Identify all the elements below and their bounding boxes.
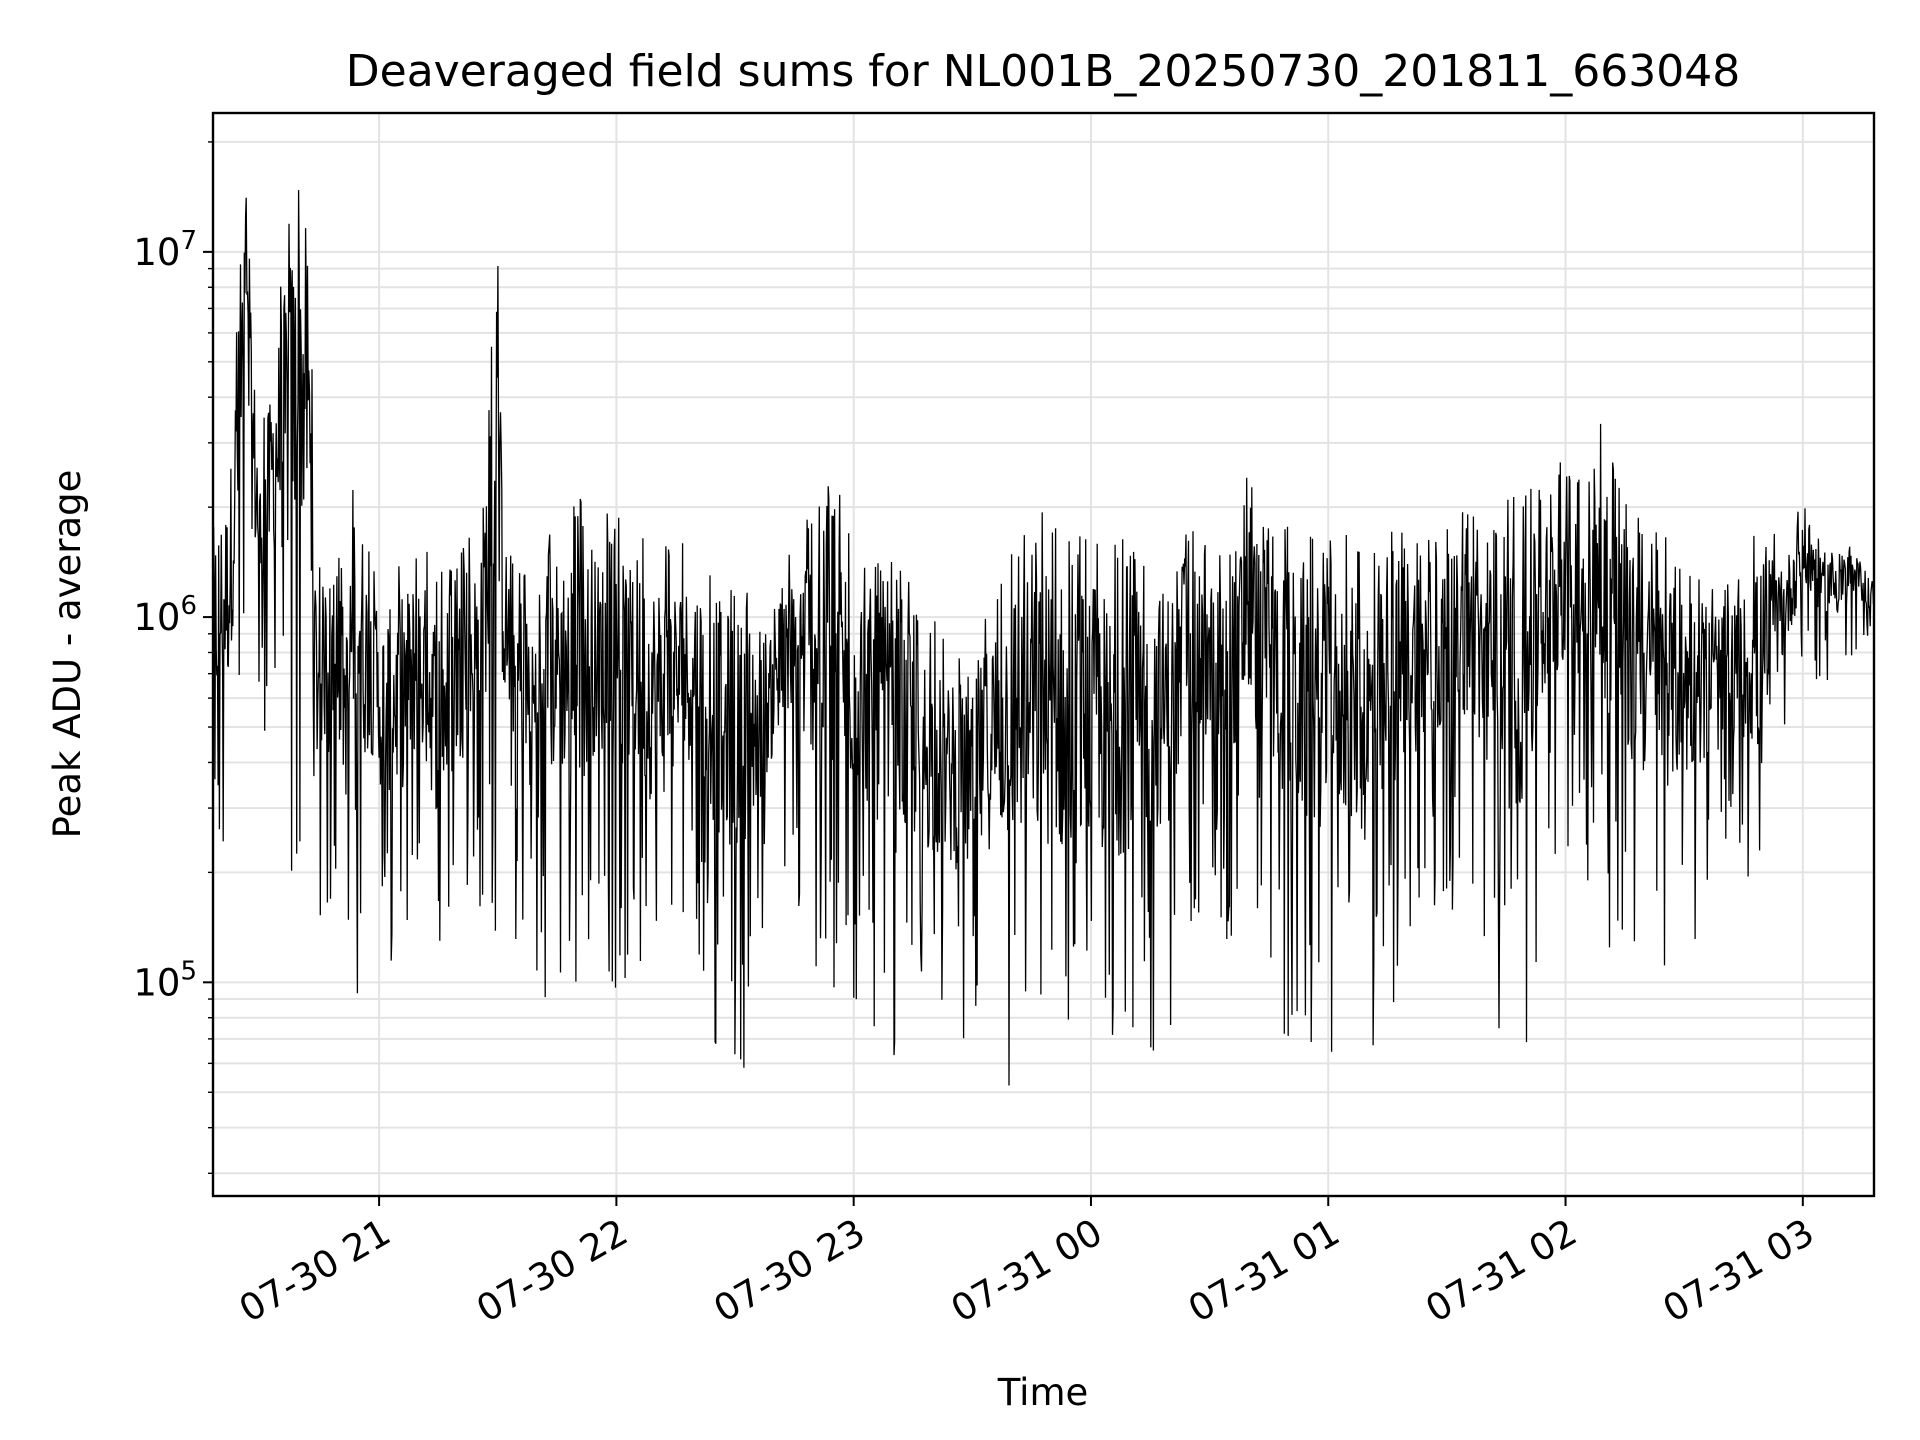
- y-tick-label: 105: [133, 956, 197, 1004]
- series-line: [212, 190, 1875, 1086]
- y-axis-label: Peak ADU - average: [46, 470, 89, 839]
- plot-frame: [211, 111, 1876, 1198]
- y-tick-label: 106: [133, 591, 197, 639]
- chart-title: Deaveraged field sums for NL001B_2025073…: [346, 46, 1740, 97]
- y-tick-label: 107: [133, 226, 197, 274]
- x-axis-label: Time: [997, 1371, 1089, 1414]
- data-series: [212, 190, 1875, 1086]
